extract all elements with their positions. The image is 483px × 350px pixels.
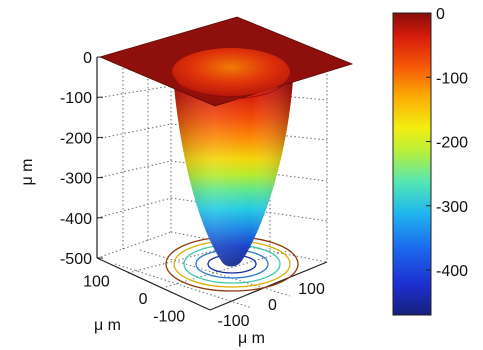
y-tick-label: 0 xyxy=(139,291,148,308)
colorbar-tick-label: -200 xyxy=(436,135,468,152)
colorbar-fill xyxy=(393,13,431,315)
x-axis-label: μ m xyxy=(238,330,265,347)
y-tick-label: 100 xyxy=(83,274,110,291)
z-tick-label: -200 xyxy=(60,130,92,147)
colorbar: 0 -100 -200 -300 -400 xyxy=(393,6,468,315)
surface-plate xyxy=(100,17,352,106)
colorbar-tick-label: -300 xyxy=(436,199,468,216)
x-tick-label: 100 xyxy=(298,281,325,298)
y-tick-label: -100 xyxy=(153,308,185,325)
z-tick-label: -500 xyxy=(60,251,92,268)
z-tick-label: -400 xyxy=(60,211,92,228)
colorbar-tick-label: -400 xyxy=(436,263,468,280)
well-opening xyxy=(172,48,290,96)
x-tick-label: 0 xyxy=(268,297,277,314)
colorbar-tick-label: -100 xyxy=(436,70,468,87)
colorbar-tick-label: 0 xyxy=(436,6,445,23)
z-axis-label: μ m xyxy=(19,159,36,186)
y-axis-label: μ m xyxy=(94,317,121,334)
z-tick-label: -100 xyxy=(60,90,92,107)
surface-cone xyxy=(173,75,293,267)
x-axis-ticks: -100 0 100 xyxy=(217,281,324,330)
z-tick-label: -300 xyxy=(60,171,92,188)
z-tick-label: 0 xyxy=(83,50,92,67)
colorbar-ticks: 0 -100 -200 -300 -400 xyxy=(426,6,468,280)
x-tick-label: -100 xyxy=(217,313,249,330)
